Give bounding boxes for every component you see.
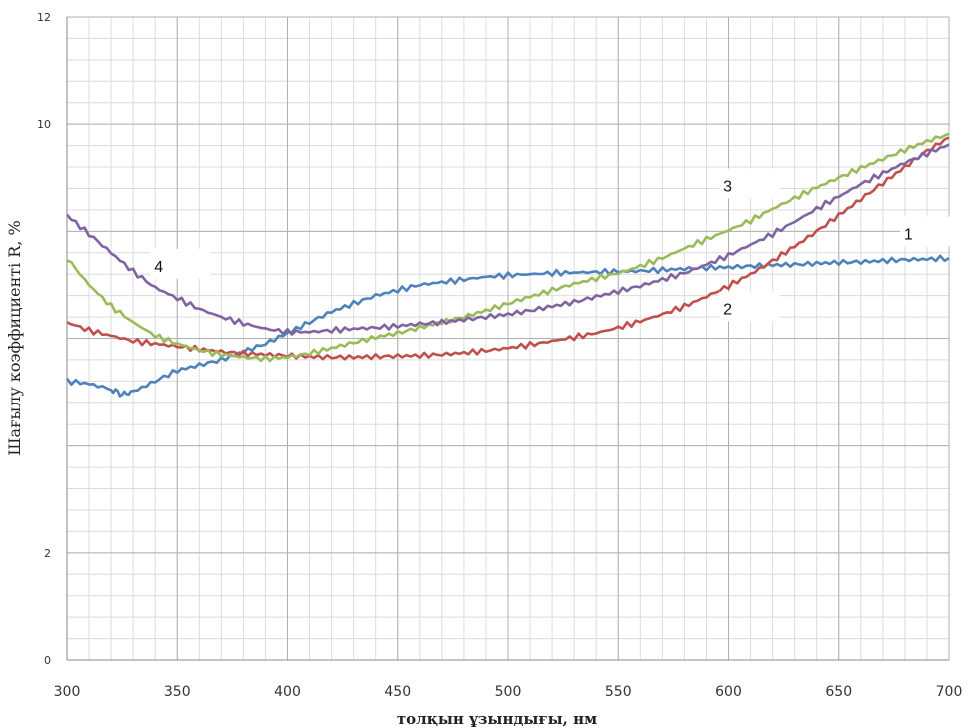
y-axis-title: Шағылу коэффициенті R, % (5, 220, 24, 455)
series-label-3: 3 (723, 178, 732, 195)
x-axis-title: толқын ұзындығы, нм (397, 710, 597, 728)
x-tick-label: 400 (274, 684, 301, 700)
series-labels: 1 2 3 4 (150, 168, 960, 322)
series-label-box-3 (719, 168, 780, 199)
y-tick-label: 0 (44, 654, 51, 667)
x-tick-label: 450 (384, 684, 411, 700)
x-axis-ticks: 300 350 400 450 500 550 600 650 700 (54, 684, 963, 700)
series-label-1: 1 (904, 227, 913, 244)
series-label-box-2 (719, 291, 780, 322)
series-lines (65, 132, 950, 398)
series-label-4: 4 (154, 259, 163, 276)
y-tick-label: 12 (37, 11, 51, 24)
series-label-box-4 (150, 248, 211, 279)
x-tick-label: 700 (936, 684, 963, 700)
x-tick-label: 350 (164, 684, 191, 700)
series-line-4 (65, 143, 950, 336)
x-tick-label: 650 (825, 684, 852, 700)
x-tick-label: 500 (495, 684, 522, 700)
x-tick-label: 300 (54, 684, 81, 700)
x-tick-label: 550 (605, 684, 632, 700)
y-tick-label: 2 (44, 547, 51, 560)
y-tick-label: 10 (37, 118, 51, 131)
x-tick-label: 600 (715, 684, 742, 700)
series-label-box-1 (899, 216, 960, 247)
series-line-1 (65, 254, 950, 398)
series-line-3 (66, 132, 950, 363)
series-line-2 (66, 136, 950, 361)
y-axis-ticks: 0 2 10 12 (37, 11, 51, 667)
series-label-2: 2 (723, 302, 732, 319)
